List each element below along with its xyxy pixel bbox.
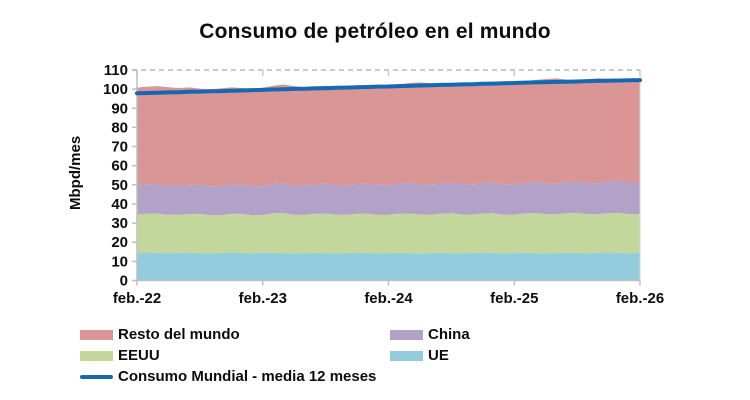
legend-color-swatch	[390, 329, 423, 340]
world-consumption-avg-line	[135, 78, 642, 96]
y-tick-label: 20	[111, 234, 128, 251]
legend-label: EEUU	[118, 347, 160, 364]
legend: Resto del mundo China EEUU UE Consumo Mundia…	[80, 327, 700, 393]
legend-item-eeuu: EEUU	[80, 348, 160, 363]
area-eeuu	[137, 212, 640, 254]
legend-color-swatch	[390, 350, 423, 361]
y-tick-label: 50	[111, 177, 128, 194]
legend-label: China	[428, 326, 470, 343]
legend-item-china: China	[390, 327, 470, 342]
area-china	[137, 180, 640, 216]
area-ue	[137, 252, 640, 281]
y-tick-label: 60	[111, 158, 128, 175]
y-tick-label: 0	[120, 273, 128, 290]
y-tick-label: 70	[111, 139, 128, 156]
x-tick-label: feb.-25	[490, 290, 538, 307]
y-tick-label: 100	[103, 81, 128, 98]
legend-item-resto-del-mundo: Resto del mundo	[80, 327, 240, 342]
y-tick-label: 30	[111, 215, 128, 232]
legend-label: Resto del mundo	[118, 326, 240, 343]
legend-color-swatch	[80, 329, 113, 340]
legend-item-ue: UE	[390, 348, 449, 363]
area-resto-del-mundo	[137, 78, 640, 187]
legend-label: UE	[428, 347, 449, 364]
x-tick-label: feb.-24	[364, 290, 413, 307]
x-tick-label: feb.-23	[239, 290, 287, 307]
y-tick-label: 90	[111, 100, 128, 117]
x-tick-label: feb.-26	[616, 290, 664, 307]
y-tick-label: 110	[104, 62, 128, 79]
legend-color-swatch	[80, 350, 113, 361]
y-tick-label: 40	[111, 196, 128, 213]
legend-line-swatch	[80, 374, 113, 379]
y-tick-label: 10	[111, 253, 128, 270]
chart-title: Consumo de petróleo en el mundo	[199, 20, 551, 43]
y-tick-label: 80	[111, 119, 128, 136]
y-axis-title: Mbpd/mes	[67, 135, 84, 210]
x-tick-label: feb.-22	[113, 290, 161, 307]
legend-label: Consumo Mundial - media 12 meses	[118, 368, 377, 385]
legend-item-consumo-mundial-media-12-meses: Consumo Mundial - media 12 meses	[80, 369, 376, 384]
